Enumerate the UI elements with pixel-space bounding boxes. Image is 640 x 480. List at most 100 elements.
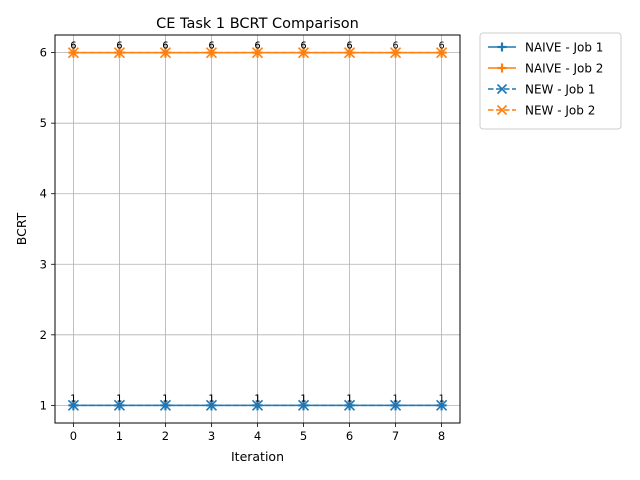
x-tick-label: 4	[254, 429, 261, 443]
data-point-3-6	[343, 47, 356, 59]
y-tick-label: 1	[40, 398, 47, 412]
data-point-2-5	[297, 399, 310, 411]
data-label: 6	[70, 41, 76, 52]
legend-label: NEW - Job 2	[525, 104, 595, 118]
x-marker	[113, 47, 125, 59]
x-tick-label: 7	[392, 429, 399, 443]
data-point-2-4	[251, 399, 264, 411]
x-tick-label: 2	[162, 429, 169, 443]
x-tick-label: 8	[438, 429, 445, 443]
data-label: 1	[347, 393, 353, 404]
legend-entry: NAIVE - Job 1	[488, 41, 603, 55]
data-label: 6	[162, 41, 168, 52]
x-tick-label: 1	[116, 429, 123, 443]
y-axis-label: BCRT	[14, 212, 29, 245]
data-label: 1	[116, 393, 122, 404]
x-tick-label: 5	[300, 429, 307, 443]
x-marker	[436, 399, 448, 411]
x-marker	[159, 47, 172, 59]
data-label: 1	[70, 393, 76, 404]
x-tick-label: 0	[70, 429, 77, 443]
data-label: 1	[300, 393, 306, 404]
data-label: 6	[254, 41, 260, 52]
data-point-3-3	[205, 47, 218, 59]
x-tick-label: 6	[346, 429, 353, 443]
data-label: 1	[208, 393, 214, 404]
data-label: 6	[116, 41, 122, 52]
data-point-2-3	[205, 399, 218, 411]
data-label: 1	[393, 393, 399, 404]
data-labels: 1 1 1 1 1 1 1 1 16 6 6 6 6 6 6 6 61 1 1 1 1 1 16 6 6 6 6 6 6	[70, 41, 444, 405]
data-label: 1	[254, 393, 260, 404]
x-tick-label: 3	[208, 429, 215, 443]
data-label: 6	[439, 41, 445, 52]
data-point-3-8	[436, 47, 448, 59]
data-point-3-4	[251, 47, 264, 59]
data-label: 6	[70, 41, 76, 52]
data-label: 1	[300, 393, 306, 404]
legend-label: NEW - Job 1	[525, 83, 595, 97]
data-label: 6	[162, 41, 168, 52]
x-marker	[297, 47, 310, 59]
legend-box	[479, 32, 622, 130]
data-label: 6	[347, 41, 353, 52]
x-marker	[67, 47, 79, 59]
x-marker	[67, 399, 79, 411]
data-point-2-6	[343, 399, 356, 411]
legend: NAIVE - Job 1 NAIVE - Job 2 NEW - Job 1 NEW…	[479, 32, 622, 130]
data-point-2-1	[113, 399, 125, 411]
x-marker	[205, 399, 218, 411]
data-label: 6	[254, 41, 260, 52]
data-point-3-1	[113, 47, 125, 59]
y-tick-label: 3	[40, 257, 47, 271]
data-point-3-7	[390, 47, 402, 59]
data-point-3-0	[67, 47, 79, 59]
x-marker	[251, 47, 264, 59]
x-marker	[343, 399, 356, 411]
x-marker	[496, 83, 508, 95]
x-marker	[159, 399, 172, 411]
data-point-2-0	[67, 399, 79, 411]
data-label: 6	[300, 41, 306, 52]
data-label: 6	[300, 41, 306, 52]
x-marker	[251, 399, 264, 411]
x-marker	[297, 399, 310, 411]
data-label: 1	[254, 393, 260, 404]
legend-entry: NAIVE - Job 2	[488, 62, 603, 76]
data-point-2-7	[390, 399, 402, 411]
data-label: 1	[70, 393, 76, 404]
legend-label: NAIVE - Job 2	[525, 62, 603, 76]
data-label: 6	[208, 41, 214, 52]
data-label: 1	[347, 393, 353, 404]
y-tick-label: 6	[40, 46, 47, 60]
data-point-3-5	[297, 47, 310, 59]
x-axis-label: Iteration	[231, 449, 284, 464]
data-point-3-2	[159, 47, 172, 59]
axis-ticks: 0 1 2 3 4 5 6 7 8 1 2 3 4 5 6	[40, 46, 446, 443]
data-label: 1	[439, 393, 445, 404]
data-label: 1	[116, 393, 122, 404]
data-point-2-2	[159, 399, 172, 411]
x-marker	[390, 399, 402, 411]
data-label: 1	[162, 393, 168, 404]
x-marker	[496, 104, 508, 116]
data-label: 6	[393, 41, 399, 52]
legend-entry: NEW - Job 2	[488, 104, 595, 118]
x-marker	[205, 47, 218, 59]
x-marker	[113, 399, 125, 411]
grid-lines	[55, 35, 460, 423]
data-label: 6	[116, 41, 122, 52]
data-point-2-8	[436, 399, 448, 411]
x-marker	[390, 47, 402, 59]
data-label: 6	[208, 41, 214, 52]
data-label: 6	[347, 41, 353, 52]
y-tick-label: 5	[40, 116, 47, 130]
data-markers	[67, 47, 448, 411]
data-label: 1	[208, 393, 214, 404]
y-tick-label: 4	[40, 187, 47, 201]
x-marker	[436, 47, 448, 59]
y-tick-label: 2	[40, 328, 47, 342]
x-marker	[343, 47, 356, 59]
legend-label: NAIVE - Job 1	[525, 41, 603, 55]
